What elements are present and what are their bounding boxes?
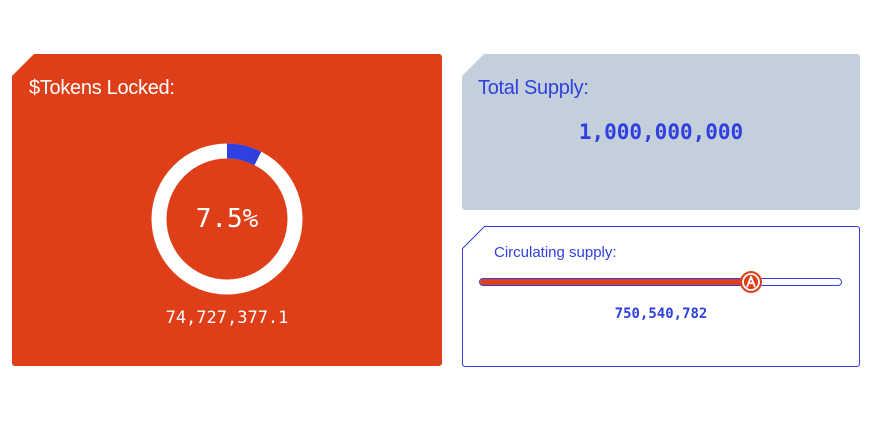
circulating-slider-fill bbox=[480, 279, 751, 285]
circulating-supply-card: Circulating supply: 750,540,782 bbox=[462, 226, 860, 367]
tokens-locked-card: $Tokens Locked: 7.5% 74,727,377.1 bbox=[12, 54, 442, 366]
locked-donut-chart bbox=[151, 143, 303, 295]
circulating-supply-value: 750,540,782 bbox=[614, 306, 708, 322]
circulating-supply-title: Circulating supply: bbox=[494, 244, 617, 261]
total-supply-title: Total Supply: bbox=[478, 77, 589, 99]
locked-amount: 74,727,377.1 bbox=[165, 308, 289, 328]
total-supply-value: 1,000,000,000 bbox=[578, 120, 744, 144]
total-supply-card: Total Supply: 1,000,000,000 bbox=[462, 54, 860, 210]
tokens-locked-title: $Tokens Locked: bbox=[29, 77, 175, 99]
circulating-slider-track[interactable] bbox=[479, 278, 842, 286]
donut-locked-arc bbox=[151, 143, 303, 295]
locked-percent: 7.5% bbox=[195, 204, 259, 234]
a-logo-icon[interactable] bbox=[739, 270, 763, 294]
circulating-card-outline bbox=[462, 226, 860, 367]
